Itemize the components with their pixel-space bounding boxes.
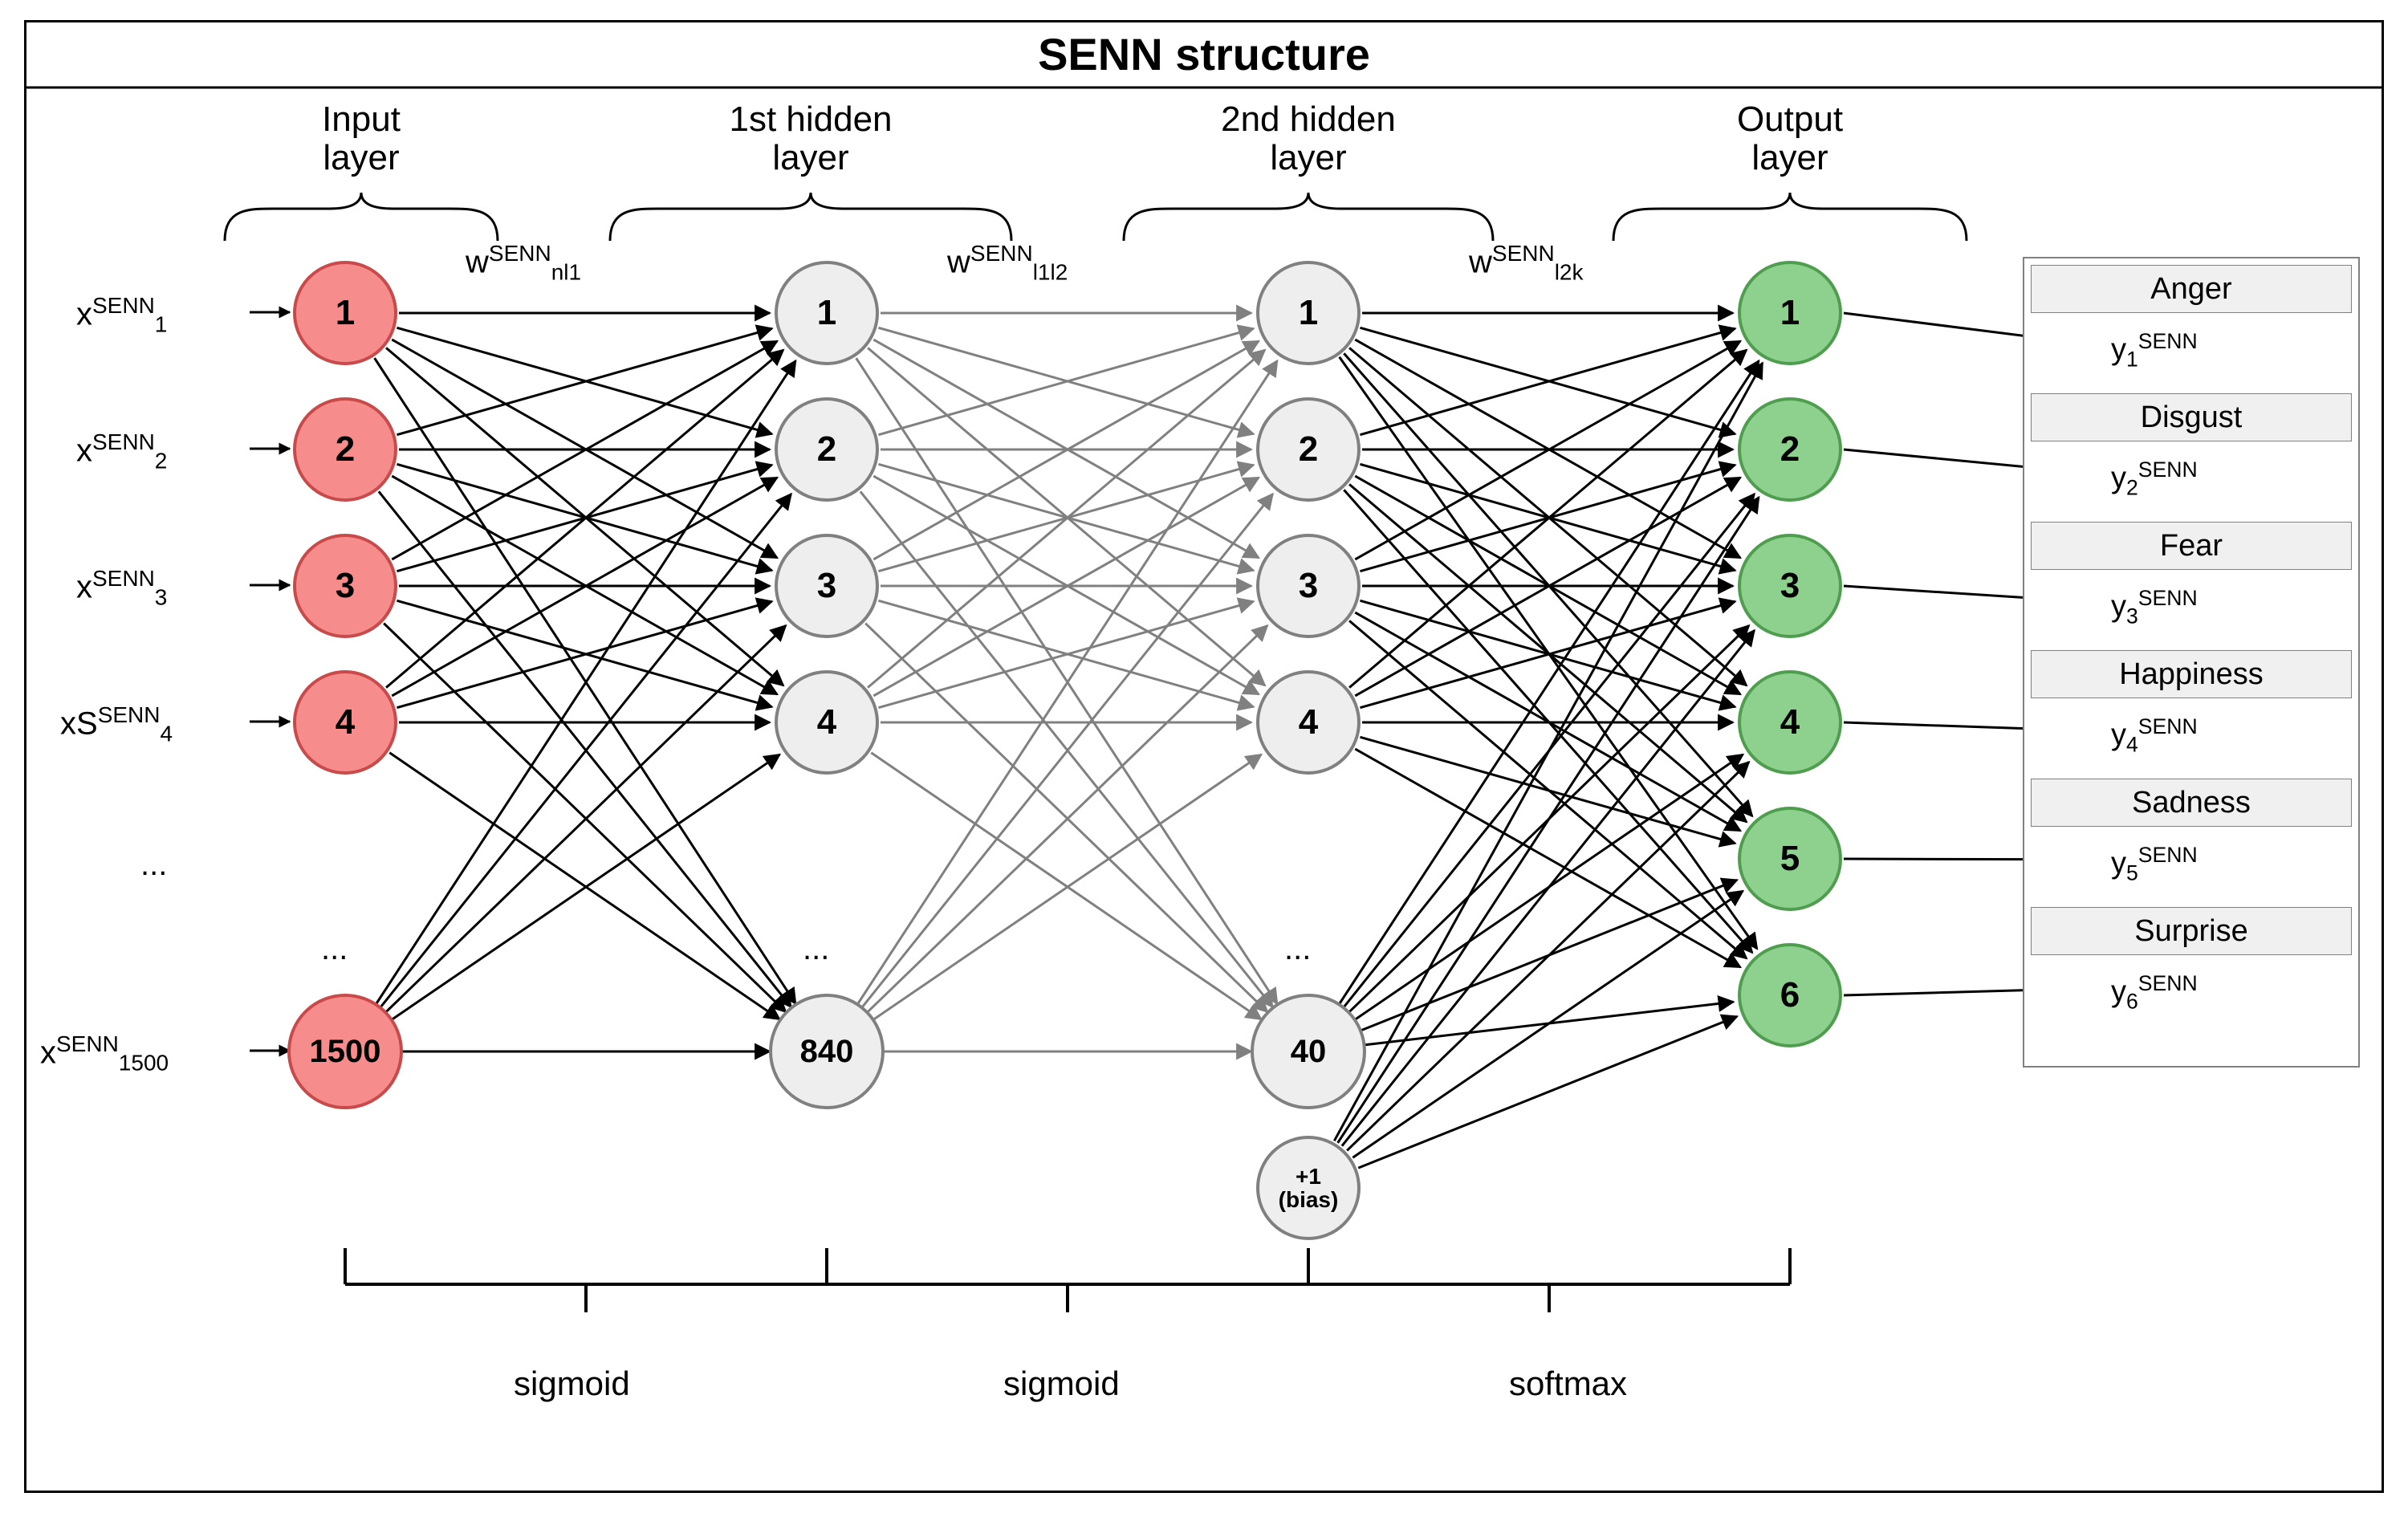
input-node-1: 1 xyxy=(293,261,397,365)
legend-header-3: Happiness xyxy=(2031,650,2352,698)
weight-label-0: wSENNnl1 xyxy=(466,241,581,285)
x-label-1: xSENN2 xyxy=(76,429,167,474)
legend-header-0: Anger xyxy=(2031,265,2352,313)
hidden1-node-1: 1 xyxy=(775,261,879,365)
output-node-2: 2 xyxy=(1738,397,1842,502)
legend-y-label-0: y1SENN xyxy=(2111,329,2198,372)
layer-label-output: Output layer xyxy=(1670,100,1910,178)
weight-label-2: wSENNl2k xyxy=(1469,241,1583,285)
input-node-2: 2 xyxy=(293,397,397,502)
hidden1-node-last: 840 xyxy=(769,994,885,1109)
input-node-4: 4 xyxy=(293,670,397,775)
x-label-4: xSENN1500 xyxy=(40,1031,169,1076)
legend-y-label-5: y6SENN xyxy=(2111,971,2198,1014)
hidden1-node-4: 4 xyxy=(775,670,879,775)
weight-label-1: wSENNl1l2 xyxy=(947,241,1068,285)
layer-label-input: Input layer xyxy=(241,100,482,178)
hidden1-node-3: 3 xyxy=(775,534,879,638)
hidden1-ellipsis: ... xyxy=(803,931,829,967)
legend-y-label-4: y5SENN xyxy=(2111,843,2198,885)
hidden2-node-4: 4 xyxy=(1256,670,1361,775)
x-label-2: xSENN3 xyxy=(76,566,167,610)
hidden2-node-3: 3 xyxy=(1256,534,1361,638)
activation-label-1: sigmoid xyxy=(1003,1365,1120,1403)
hidden2-ellipsis: ... xyxy=(1284,931,1311,967)
input-ellipsis: ... xyxy=(321,931,348,967)
activation-label-0: sigmoid xyxy=(514,1365,630,1403)
activation-label-2: softmax xyxy=(1509,1365,1627,1403)
input-node-last: 1500 xyxy=(287,994,403,1109)
legend-header-1: Disgust xyxy=(2031,393,2352,441)
legend-y-label-1: y2SENN xyxy=(2111,458,2198,500)
hidden2-node-last: 40 xyxy=(1251,994,1366,1109)
layer-label-hidden2: 2nd hidden layer xyxy=(1188,100,1429,178)
output-node-5: 5 xyxy=(1738,807,1842,911)
hidden2-bias-node: +1 (bias) xyxy=(1256,1136,1361,1240)
legend-y-label-2: y3SENN xyxy=(2111,586,2198,628)
legend-header-4: Sadness xyxy=(2031,779,2352,827)
hidden2-node-1: 1 xyxy=(1256,261,1361,365)
output-node-6: 6 xyxy=(1738,943,1842,1047)
output-node-3: 3 xyxy=(1738,534,1842,638)
layer-label-hidden1: 1st hidden layer xyxy=(690,100,931,178)
hidden2-node-2: 2 xyxy=(1256,397,1361,502)
legend-header-2: Fear xyxy=(2031,522,2352,570)
diagram-title: SENN structure xyxy=(24,28,2384,80)
output-node-1: 1 xyxy=(1738,261,1842,365)
output-node-4: 4 xyxy=(1738,670,1842,775)
hidden1-node-2: 2 xyxy=(775,397,879,502)
input-node-3: 3 xyxy=(293,534,397,638)
x-label-ellipsis: ... xyxy=(140,847,167,883)
legend-header-5: Surprise xyxy=(2031,907,2352,955)
legend-y-label-3: y4SENN xyxy=(2111,714,2198,757)
x-label-0: xSENN1 xyxy=(76,293,167,337)
x-label-3: xSSENN4 xyxy=(60,702,173,746)
diagram-canvas: SENN structure 1 2 3 4 1500 1 2 3 4 840 1 2 3 4 40 +1 (… xyxy=(0,0,2408,1513)
